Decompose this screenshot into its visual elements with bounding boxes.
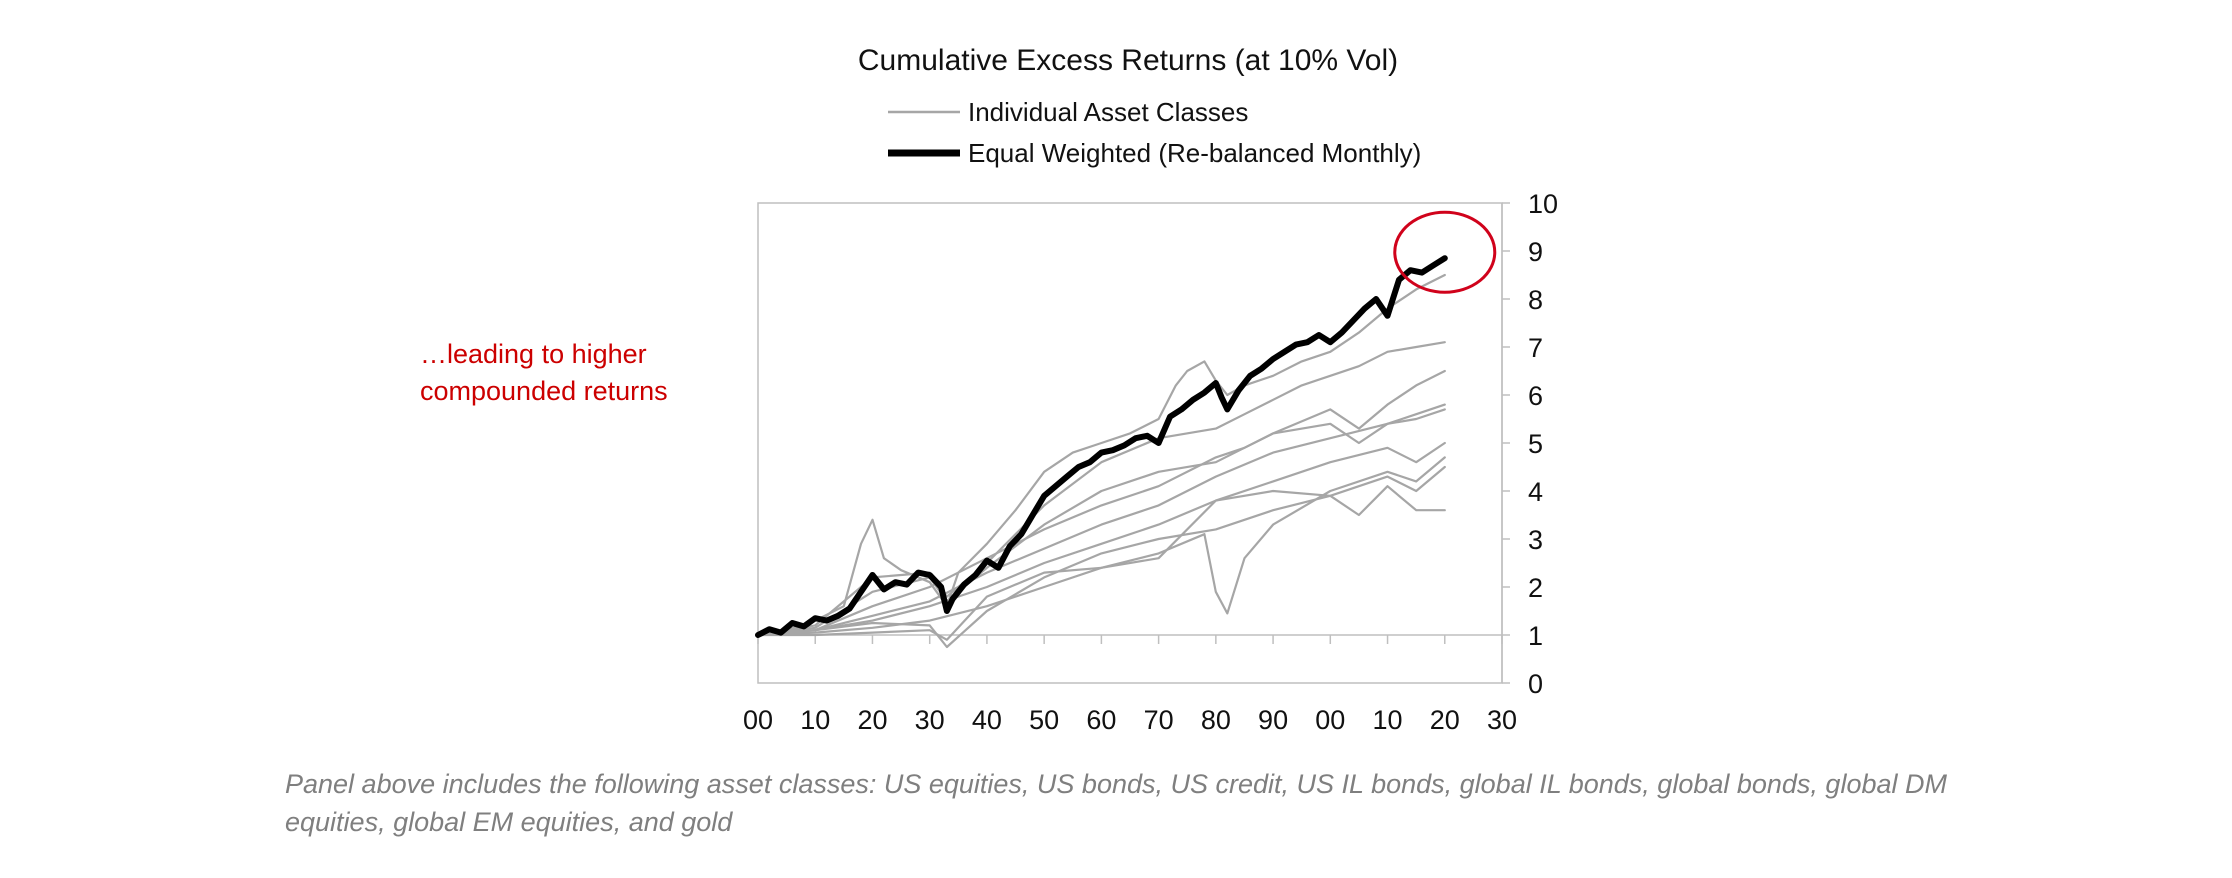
asset-class-line-8 [756,465,1446,649]
annotation-text: …leading to higher compounded returns [420,336,750,410]
x-tick-label: 20 [857,705,887,735]
chart-title: Cumulative Excess Returns (at 10% Vol) [858,44,1398,77]
y-tick-label: 3 [1528,525,1543,555]
x-tick-label: 80 [1201,705,1231,735]
equal-weighted-line-group [755,255,1448,638]
x-tick-label: 20 [1430,705,1460,735]
asset-class-line-7 [756,456,1446,637]
x-tick-label: 60 [1086,705,1116,735]
highlight-circle [1393,210,1497,294]
y-tick-label: 10 [1528,189,1558,219]
equal-weighted-line [755,255,1448,638]
annotation-line-2: compounded returns [420,376,668,406]
x-tick-label: 90 [1258,705,1288,735]
x-tick-label: 40 [972,705,1002,735]
asset-class-line-6 [756,441,1446,637]
chart-caption: Panel above includes the following asset… [285,769,1947,837]
x-tick-label: 50 [1029,705,1059,735]
x-tick-label: 10 [800,705,830,735]
x-tick-label: 30 [915,705,945,735]
x-tick-label: 30 [1487,705,1517,735]
y-tick-label: 5 [1528,429,1543,459]
chart-legend: Individual Asset Classes Equal Weighted … [888,97,1421,168]
annotation-line-1: …leading to higher [420,339,647,369]
x-tick-label: 70 [1144,705,1174,735]
y-tick-label: 4 [1528,477,1543,507]
asset-class-line-5 [756,408,1446,637]
chart-axes: 00 10 20 30 40 50 60 70 80 90 00 10 20 30 0 1 2 3 4 5 6 7 8 9 10 [743,189,1558,735]
y-tick-label: 0 [1528,669,1543,699]
legend-label-equal-weighted: Equal Weighted (Re-balanced Monthly) [968,138,1421,168]
legend-label-individual-asset-classes: Individual Asset Classes [968,97,1248,127]
y-tick-label: 7 [1528,333,1543,363]
asset-class-line-4 [756,403,1446,637]
highlight-layer [1393,210,1497,294]
y-tick-label: 9 [1528,237,1543,267]
y-tick-label: 6 [1528,381,1543,411]
x-tick-label: 00 [743,705,773,735]
asset-class-line-1 [756,273,1446,637]
y-tick-label: 2 [1528,573,1543,603]
asset-class-line-9 [756,485,1446,641]
y-tick-label: 8 [1528,285,1543,315]
x-tick-label: 10 [1373,705,1403,735]
y-tick-label: 1 [1528,621,1543,651]
x-tick-label: 00 [1315,705,1345,735]
